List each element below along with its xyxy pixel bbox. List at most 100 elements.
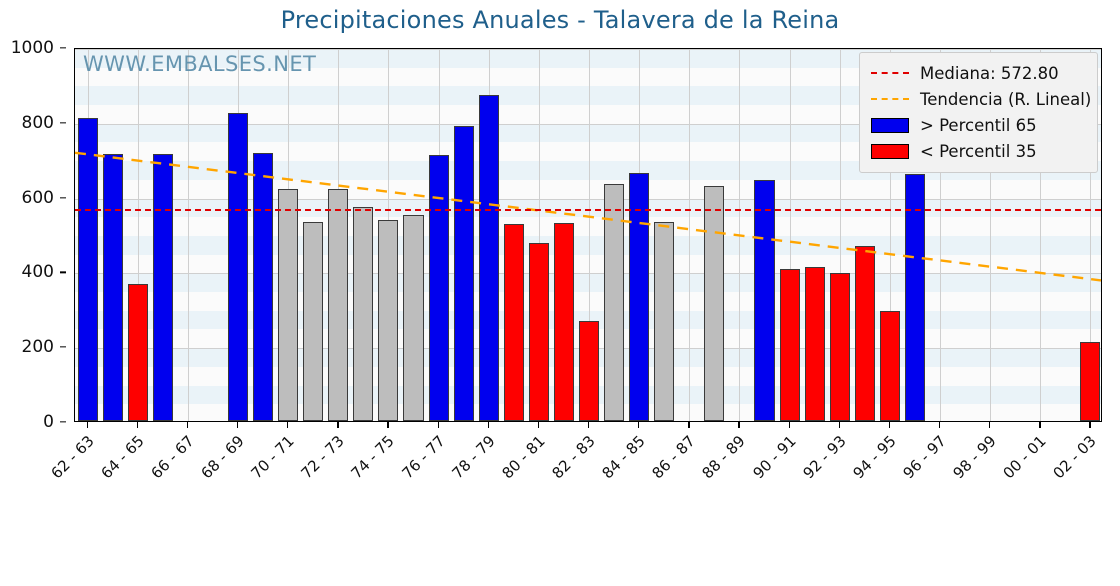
background-band: [75, 123, 1101, 143]
y-axis-tick-label: 200: [21, 337, 54, 358]
y-axis-tick-label: 0: [43, 412, 54, 432]
gridline-vertical: [539, 49, 540, 421]
trend-line: [75, 151, 1101, 282]
x-axis-tick-mark: [838, 422, 841, 428]
gridline-vertical: [990, 49, 991, 421]
x-axis-tick-mark: [638, 422, 640, 428]
x-axis-tick-mark: [588, 422, 590, 428]
gridline-vertical: [589, 49, 590, 421]
y-axis-tick-mark: [60, 196, 66, 199]
bar[interactable]: [278, 189, 299, 421]
bar[interactable]: [227, 113, 248, 421]
y-axis-tick-mark: [60, 271, 66, 274]
bar[interactable]: [152, 153, 173, 421]
bar[interactable]: [403, 215, 424, 421]
bar[interactable]: [553, 223, 574, 421]
bar[interactable]: [127, 283, 148, 421]
gridline-horizontal: [75, 123, 1101, 125]
x-axis-tick-mark: [236, 422, 239, 428]
y-axis-tick-label: 1000: [10, 38, 54, 58]
bar[interactable]: [829, 272, 850, 421]
y-axis-tick-mark: [60, 421, 66, 423]
x-axis-tick-mark: [186, 422, 189, 428]
x-axis-tick-mark: [287, 422, 289, 428]
bar[interactable]: [378, 219, 399, 421]
legend-item-trend: Tendencia (R. Lineal): [869, 86, 1092, 112]
x-axis: 62 - 63 64 - 65 66 - 67 68 - 69 70 - 71 72 - …: [47, 422, 1102, 500]
background-band: [75, 86, 1101, 106]
y-axis-tick-label: 600: [21, 187, 54, 208]
legend-item-median: Mediana: 572.80: [869, 60, 1088, 86]
y-axis-tick-mark: [60, 346, 66, 348]
blue-swatch-icon: [869, 117, 911, 133]
x-axis-tick-mark: [337, 422, 339, 428]
gridline-vertical: [1040, 49, 1041, 421]
legend-item-high: > Percentil 65: [869, 112, 1088, 138]
page-title: Precipitaciones Anuales - Talavera de la…: [280, 6, 840, 34]
bar[interactable]: [353, 206, 374, 421]
x-axis-tick-mark: [888, 422, 891, 428]
gridline-vertical: [790, 49, 791, 421]
background-band: [75, 49, 1101, 68]
bar[interactable]: [779, 269, 800, 421]
watermark-text: WWW.EMBALSES.NET: [83, 52, 317, 76]
gridline-horizontal: [75, 49, 1101, 50]
bar-series: [75, 49, 1101, 421]
y-axis: 0 200 400 600 800 1000: [0, 38, 66, 432]
legend-label: Tendencia (R. Lineal): [920, 89, 1092, 109]
bar[interactable]: [904, 174, 925, 421]
bar[interactable]: [528, 242, 549, 421]
x-axis-tick-mark: [136, 422, 138, 428]
bar[interactable]: [503, 224, 524, 421]
x-axis-tick-mark: [688, 422, 690, 428]
trend-dash-icon: [869, 98, 911, 100]
bar[interactable]: [879, 310, 900, 421]
red-swatch-icon: [869, 143, 911, 159]
bar[interactable]: [804, 267, 825, 421]
y-axis-tick-label: 400: [21, 262, 54, 283]
background-band: [75, 161, 1101, 180]
bar[interactable]: [253, 152, 274, 421]
x-axis-tick-mark: [437, 422, 439, 428]
gridline-vertical: [1090, 49, 1091, 421]
gridline-horizontal: [75, 198, 1101, 200]
gridline-vertical: [138, 49, 139, 421]
bar[interactable]: [754, 180, 775, 421]
x-axis-tick-mark: [487, 422, 489, 428]
bar[interactable]: [303, 221, 324, 421]
x-axis-tick-mark: [86, 422, 88, 428]
bar[interactable]: [629, 173, 650, 421]
bar[interactable]: [704, 186, 725, 421]
x-axis-tick-mark: [939, 422, 941, 428]
bar[interactable]: [328, 189, 349, 421]
chart-root: Precipitaciones Anuales - Talavera de la…: [0, 6, 1102, 500]
bar[interactable]: [1080, 341, 1101, 421]
bar[interactable]: [578, 320, 600, 421]
gridline-horizontal: [75, 273, 1101, 275]
legend: Mediana: 572.80 Tendencia (R. Lineal) > …: [859, 52, 1098, 173]
gridline-vertical: [940, 49, 941, 421]
median-dash-icon: [869, 72, 911, 74]
bar[interactable]: [478, 94, 499, 421]
x-axis-tick-mark: [537, 422, 540, 428]
y-axis-tick-label: 800: [21, 112, 54, 133]
x-axis-tick-mark: [1039, 422, 1041, 428]
bar[interactable]: [77, 118, 98, 421]
y-axis-tick-mark: [60, 122, 66, 124]
bar[interactable]: [604, 183, 625, 421]
x-axis-tick-mark: [788, 422, 790, 428]
gridline-vertical: [840, 49, 841, 421]
x-axis-tick-mark: [738, 422, 740, 428]
legend-label: > Percentil 65: [920, 115, 1037, 135]
bar[interactable]: [654, 222, 675, 421]
bar[interactable]: [102, 153, 123, 421]
legend-label: Mediana: 572.80: [920, 63, 1059, 83]
gridline-vertical: [890, 49, 891, 421]
legend-label: < Percentil 35: [920, 141, 1037, 161]
x-axis-tick-mark: [387, 422, 389, 428]
median-line: [75, 208, 1101, 211]
gridline-vertical: [689, 49, 690, 421]
bar[interactable]: [428, 155, 449, 421]
bar[interactable]: [854, 246, 875, 421]
x-axis-tick-mark: [989, 422, 991, 428]
